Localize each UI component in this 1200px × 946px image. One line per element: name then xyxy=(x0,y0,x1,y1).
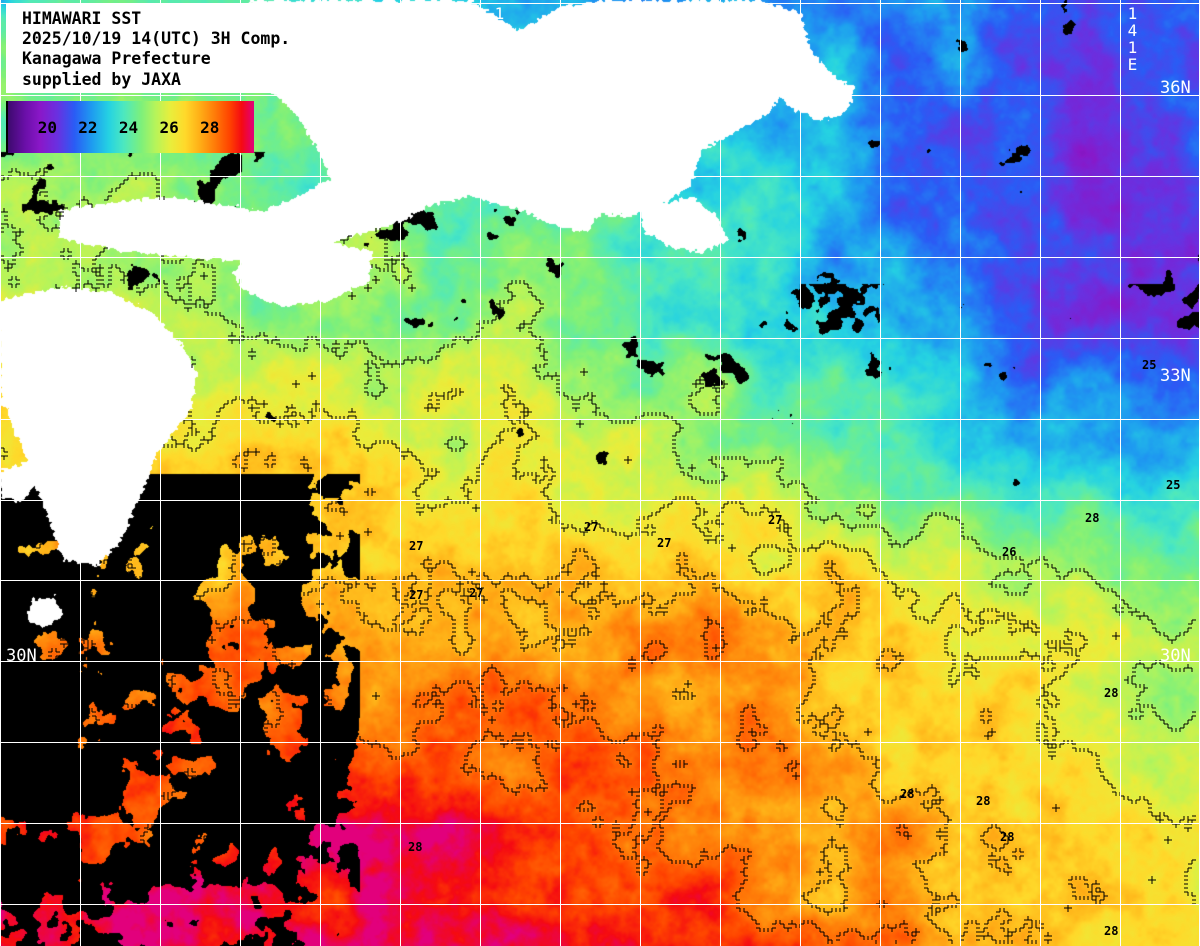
latitude-label: 30N xyxy=(6,646,37,666)
grid-line-parallel xyxy=(0,419,1200,420)
colorbar-tick-22: 22 xyxy=(78,117,98,137)
longitude-label: 141E xyxy=(1123,4,1142,72)
grid-line-parallel xyxy=(0,823,1200,824)
colorbar-tick-26: 26 xyxy=(159,117,179,137)
grid-line-meridian xyxy=(880,0,881,946)
title-line-satellite: HIMAWARI SST xyxy=(22,9,142,28)
contour-label-25: 25 xyxy=(1166,478,1181,492)
title-line-provider: supplied by JAXA xyxy=(22,69,181,89)
grid-line-parallel xyxy=(0,95,1200,96)
contour-label-28: 28 xyxy=(1104,686,1119,700)
contour-label-28: 28 xyxy=(900,787,915,801)
contour-label-28: 28 xyxy=(1000,830,1015,844)
contour-label-27: 27 xyxy=(657,536,672,550)
contour-label-27: 27 xyxy=(469,586,484,600)
isotherm-28 xyxy=(48,616,920,944)
contour-label-28: 28 xyxy=(408,840,423,854)
isotherm-25 xyxy=(0,112,1196,732)
grid-line-meridian xyxy=(640,0,641,946)
grid-line-parallel xyxy=(0,3,1200,4)
sst-colorbar: 20 22 24 26 28 xyxy=(6,101,254,153)
title-line-region: Kanagawa Prefecture xyxy=(22,49,211,69)
grid-line-meridian xyxy=(800,0,801,946)
grid-line-meridian xyxy=(1120,0,1121,946)
contour-label-27: 27 xyxy=(409,539,424,553)
colorbar-gradient xyxy=(8,101,254,153)
colorbar-tick-20: 20 xyxy=(37,117,57,137)
grid-line-meridian xyxy=(160,0,161,946)
grid-line-meridian xyxy=(0,0,1,946)
longitude-label: 136E xyxy=(490,4,509,72)
grid-line-meridian xyxy=(720,0,721,946)
grid-line-meridian xyxy=(240,0,241,946)
grid-line-meridian xyxy=(320,0,321,946)
grid-line-parallel xyxy=(0,338,1200,339)
contour-label-28: 28 xyxy=(1104,924,1119,938)
contour-label-25: 25 xyxy=(1142,358,1157,372)
grid-line-parallel xyxy=(0,742,1200,743)
latitude-label: 36N xyxy=(1160,78,1191,98)
contour-label-27: 27 xyxy=(409,588,424,602)
latitude-label: 30N xyxy=(1160,646,1191,666)
grid-line-meridian xyxy=(400,0,401,946)
grid-line-parallel xyxy=(0,500,1200,501)
isotherm-27 xyxy=(36,448,1108,944)
grid-line-parallel xyxy=(0,580,1200,581)
colorbar-tick-24: 24 xyxy=(118,117,139,137)
contour-label-28: 28 xyxy=(976,794,991,808)
grid-line-meridian xyxy=(80,0,81,946)
contour-label-27: 27 xyxy=(768,513,783,527)
grid-line-meridian xyxy=(480,0,481,946)
grid-line-parallel xyxy=(0,661,1200,662)
title-line-datetime: 2025/10/19 14(UTC) 3H Comp. xyxy=(22,29,291,49)
contour-label-26: 26 xyxy=(1002,545,1017,559)
contour-label-27: 27 xyxy=(584,520,599,534)
grid-line-meridian xyxy=(1040,0,1041,946)
latitude-label: 33N xyxy=(6,366,37,386)
isotherm-26 xyxy=(0,372,1196,905)
title-card: HIMAWARI SST 2025/10/19 14(UTC) 3H Comp.… xyxy=(6,4,358,93)
grid-line-parallel xyxy=(0,176,1200,177)
grid-line-parallel xyxy=(0,257,1200,258)
grid-line-parallel xyxy=(0,904,1200,905)
grid-line-meridian xyxy=(560,0,561,946)
latitude-label: 33N xyxy=(1160,366,1191,386)
contour-label-28: 28 xyxy=(1085,511,1100,525)
colorbar-tick-28: 28 xyxy=(200,117,220,137)
grid-line-meridian xyxy=(960,0,961,946)
